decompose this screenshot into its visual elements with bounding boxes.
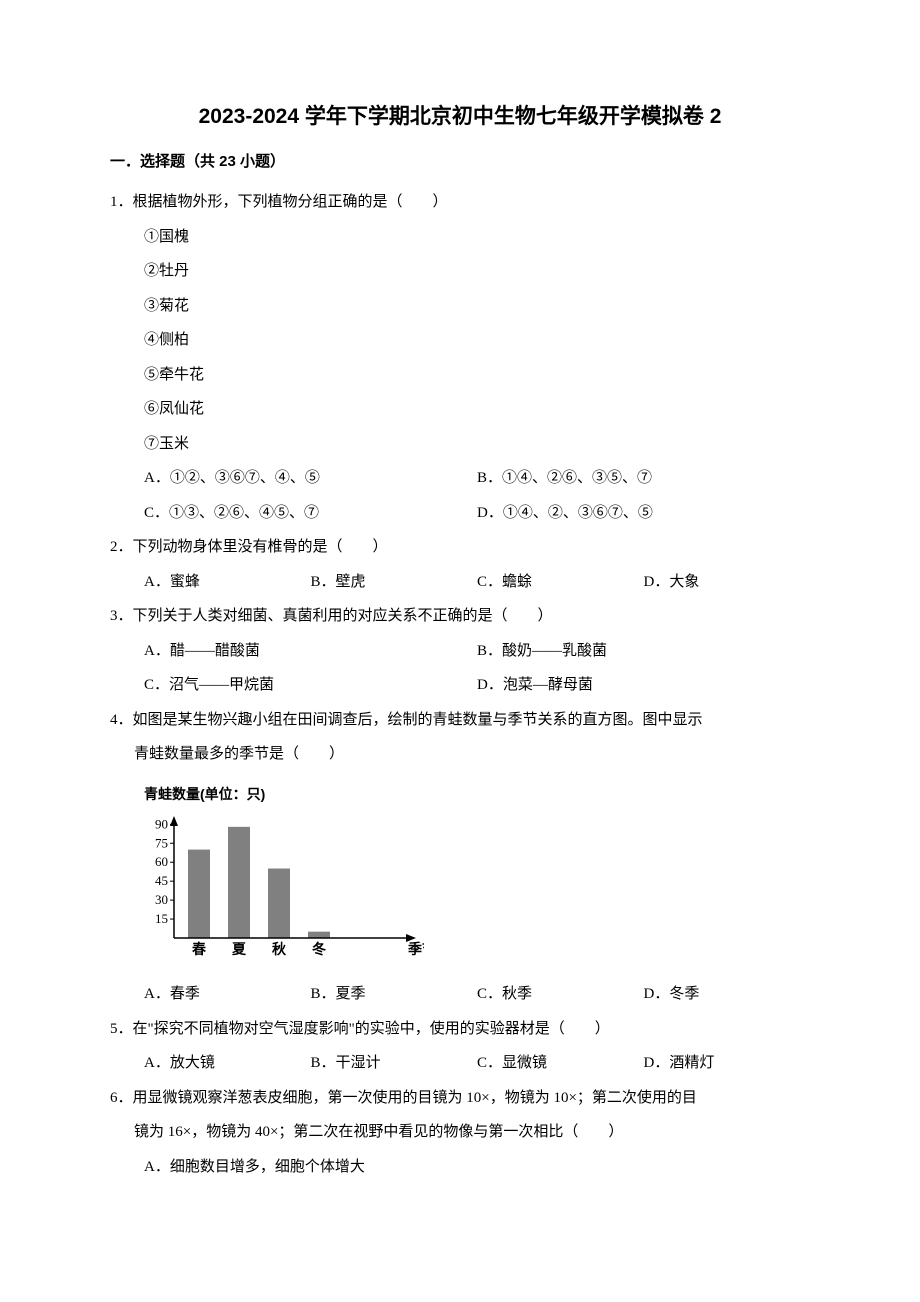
q1-opt-a: A．①②、③⑥⑦、④、⑤	[144, 461, 477, 496]
svg-text:秋: 秋	[272, 941, 287, 958]
q2-opt-d: D．大象	[644, 565, 811, 600]
q4-opt-d: D．冬季	[644, 977, 811, 1012]
q4-stem-line1: 4．如图是某生物兴趣小组在田间调查后，绘制的青蛙数量与季节关系的直方图。图中显示	[110, 703, 810, 738]
svg-text:冬: 冬	[312, 941, 326, 958]
q1-item-1: ①国槐	[144, 220, 810, 255]
q5-opt-b: B．干湿计	[311, 1046, 478, 1081]
q1-item-6: ⑥凤仙花	[144, 392, 810, 427]
q3-opt-b: B．酸奶——乳酸菌	[477, 634, 810, 669]
svg-text:90: 90	[155, 816, 168, 831]
q2-options: A．蜜蜂 B．壁虎 C．蟾蜍 D．大象	[110, 565, 810, 600]
q6-opt-a: A．细胞数目增多，细胞个体增大	[144, 1150, 810, 1185]
question-3: 3．下列关于人类对细菌、真菌利用的对应关系不正确的是（ ） A．醋——醋酸菌 B…	[110, 599, 810, 703]
q5-options: A．放大镜 B．干湿计 C．显微镜 D．酒精灯	[110, 1046, 810, 1081]
q1-item-5: ⑤牵牛花	[144, 358, 810, 393]
svg-text:30: 30	[155, 892, 168, 907]
q1-options: A．①②、③⑥⑦、④、⑤ B．①④、②⑥、③⑤、⑦ C．①③、②⑥、④⑤、⑦ D…	[110, 461, 810, 530]
q4-stem-line2: 青蛙数量最多的季节是（ ）	[110, 737, 810, 772]
q3-stem: 3．下列关于人类对细菌、真菌利用的对应关系不正确的是（ ）	[110, 599, 810, 634]
q3-opt-d: D．泡菜—酵母菌	[477, 668, 810, 703]
svg-text:45: 45	[155, 873, 168, 888]
section-header: 一．选择题（共 23 小题）	[110, 150, 810, 171]
svg-text:季节: 季节	[407, 941, 424, 958]
question-1: 1．根据植物外形，下列植物分组正确的是（ ） ①国槐 ②牡丹 ③菊花 ④侧柏 ⑤…	[110, 185, 810, 530]
q3-opt-c: C．沼气——甲烷菌	[144, 668, 477, 703]
svg-text:15: 15	[155, 911, 168, 926]
q1-item-2: ②牡丹	[144, 254, 810, 289]
q6-stem-line1: 6．用显微镜观察洋葱表皮细胞，第一次使用的目镜为 10×，物镜为 10×；第二次…	[110, 1081, 810, 1116]
svg-text:75: 75	[155, 835, 168, 850]
q2-opt-a: A．蜜蜂	[144, 565, 311, 600]
svg-text:夏: 夏	[232, 941, 247, 958]
q4-bar-chart-svg: 15 30 45 60 75 90 春 夏 秋 冬 季节	[144, 812, 424, 960]
q4-opt-c: C．秋季	[477, 977, 644, 1012]
q1-stem: 1．根据植物外形，下列植物分组正确的是（ ）	[110, 185, 810, 220]
question-6: 6．用显微镜观察洋葱表皮细胞，第一次使用的目镜为 10×，物镜为 10×；第二次…	[110, 1081, 810, 1185]
page-title: 2023-2024 学年下学期北京初中生物七年级开学模拟卷 2	[110, 100, 810, 130]
q6-options: A．细胞数目增多，细胞个体增大	[110, 1150, 810, 1185]
q5-stem: 5．在"探究不同植物对空气湿度影响"的实验中，使用的实验器材是（ ）	[110, 1012, 810, 1047]
q6-stem-line2: 镜为 16×，物镜为 40×；第二次在视野中看见的物像与第一次相比（ ）	[110, 1115, 810, 1150]
q1-opt-d: D．①④、②、③⑥⑦、⑤	[477, 496, 810, 531]
q4-chart-title: 青蛙数量(单位：只)	[144, 778, 810, 810]
q1-items: ①国槐 ②牡丹 ③菊花 ④侧柏 ⑤牵牛花 ⑥凤仙花 ⑦玉米	[110, 220, 810, 462]
q1-item-4: ④侧柏	[144, 323, 810, 358]
q2-stem: 2．下列动物身体里没有椎骨的是（ ）	[110, 530, 810, 565]
q5-opt-c: C．显微镜	[477, 1046, 644, 1081]
q4-options: A．春季 B．夏季 C．秋季 D．冬季	[110, 977, 810, 1012]
q1-opt-b: B．①④、②⑥、③⑤、⑦	[477, 461, 810, 496]
q1-item-7: ⑦玉米	[144, 427, 810, 462]
q2-opt-b: B．壁虎	[311, 565, 478, 600]
q5-opt-a: A．放大镜	[144, 1046, 311, 1081]
q4-opt-b: B．夏季	[311, 977, 478, 1012]
q3-options: A．醋——醋酸菌 B．酸奶——乳酸菌 C．沼气——甲烷菌 D．泡菜—酵母菌	[110, 634, 810, 703]
svg-text:春: 春	[191, 941, 207, 958]
question-4: 4．如图是某生物兴趣小组在田间调查后，绘制的青蛙数量与季节关系的直方图。图中显示…	[110, 703, 810, 1012]
svg-text:60: 60	[155, 854, 168, 869]
q1-opt-c: C．①③、②⑥、④⑤、⑦	[144, 496, 477, 531]
q3-opt-a: A．醋——醋酸菌	[144, 634, 477, 669]
q4-opt-a: A．春季	[144, 977, 311, 1012]
question-2: 2．下列动物身体里没有椎骨的是（ ） A．蜜蜂 B．壁虎 C．蟾蜍 D．大象	[110, 530, 810, 599]
question-5: 5．在"探究不同植物对空气湿度影响"的实验中，使用的实验器材是（ ） A．放大镜…	[110, 1012, 810, 1081]
q2-opt-c: C．蟾蜍	[477, 565, 644, 600]
q4-chart: 青蛙数量(单位：只) 15 30 45 60 75 90 春 夏 秋 冬 季节	[110, 778, 810, 974]
q1-item-3: ③菊花	[144, 289, 810, 324]
q5-opt-d: D．酒精灯	[644, 1046, 811, 1081]
